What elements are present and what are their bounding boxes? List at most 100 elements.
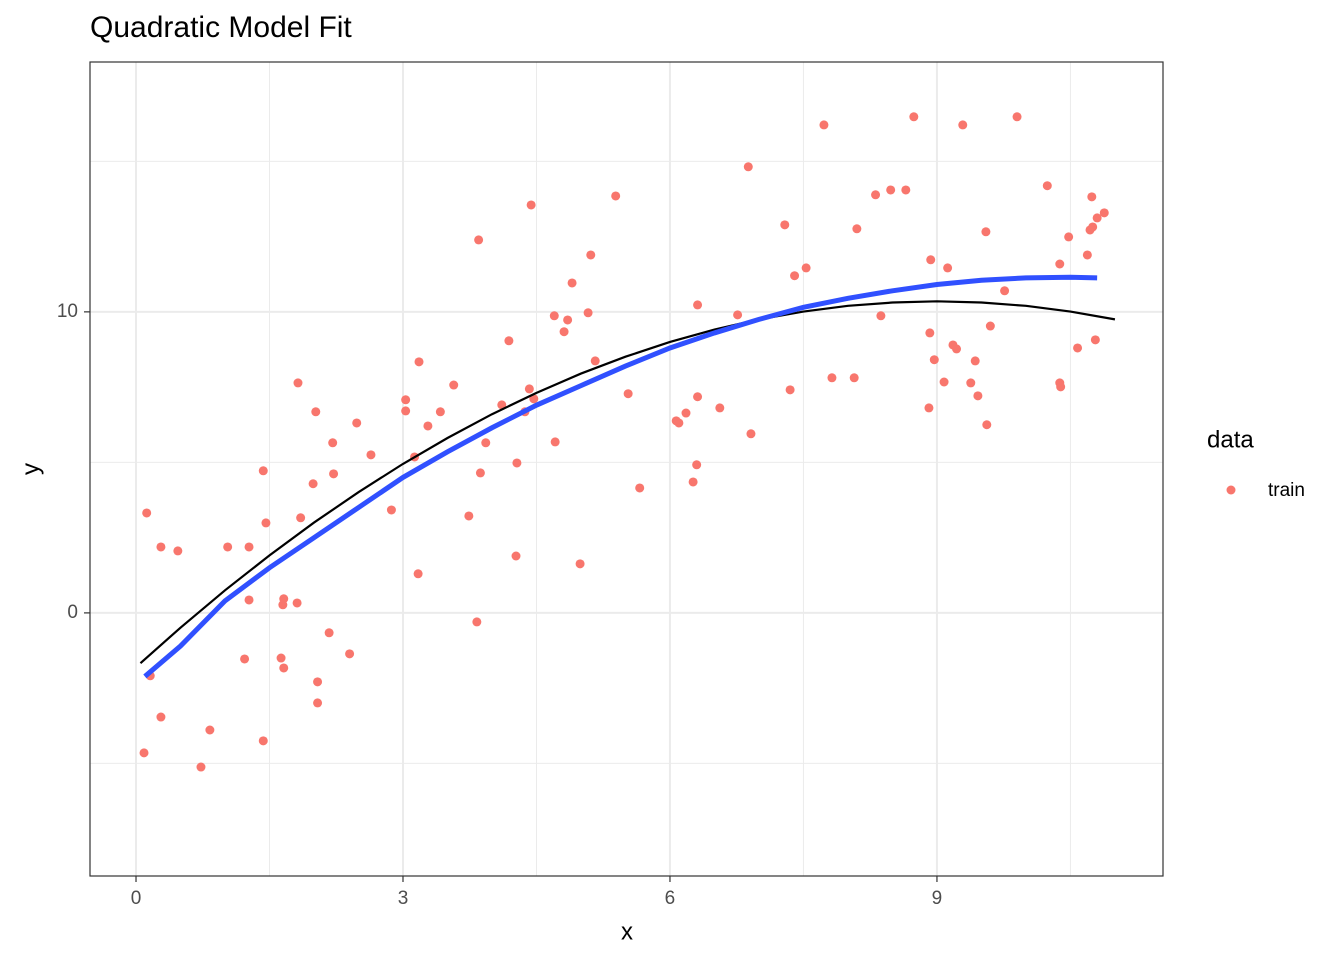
point bbox=[276, 653, 286, 663]
point bbox=[611, 191, 621, 201]
point bbox=[244, 595, 254, 605]
point bbox=[156, 542, 166, 552]
point bbox=[886, 185, 896, 195]
legend-label: train bbox=[1268, 480, 1305, 501]
point bbox=[715, 403, 725, 413]
point bbox=[258, 736, 268, 746]
point bbox=[966, 378, 976, 388]
point bbox=[156, 712, 166, 722]
point bbox=[1042, 181, 1052, 191]
point bbox=[481, 438, 491, 448]
fit-line bbox=[139, 300, 1116, 664]
point bbox=[472, 617, 482, 627]
point bbox=[1090, 335, 1100, 345]
point bbox=[590, 356, 600, 366]
point bbox=[746, 429, 756, 439]
point bbox=[876, 311, 886, 321]
point bbox=[926, 255, 936, 265]
point bbox=[474, 235, 484, 245]
point bbox=[852, 224, 862, 234]
point bbox=[674, 418, 684, 428]
point bbox=[258, 466, 268, 476]
point bbox=[1056, 382, 1066, 392]
point bbox=[1000, 286, 1010, 296]
point bbox=[939, 377, 949, 387]
point bbox=[871, 190, 881, 200]
point bbox=[504, 336, 514, 346]
point bbox=[559, 327, 569, 337]
point bbox=[681, 408, 691, 418]
fit-line bbox=[143, 274, 1098, 679]
point bbox=[924, 403, 934, 413]
point bbox=[1064, 232, 1074, 242]
point bbox=[329, 469, 339, 479]
point bbox=[279, 663, 289, 673]
x-tick-label: 0 bbox=[131, 888, 142, 909]
point bbox=[733, 310, 743, 320]
point bbox=[413, 569, 423, 579]
x-tick-label: 3 bbox=[398, 888, 409, 909]
point bbox=[801, 263, 811, 273]
point bbox=[1055, 259, 1065, 269]
point bbox=[785, 385, 795, 395]
point bbox=[328, 438, 338, 448]
point bbox=[909, 112, 919, 122]
legend-key bbox=[1226, 485, 1236, 495]
point bbox=[205, 725, 215, 735]
point bbox=[958, 120, 968, 130]
point bbox=[435, 407, 445, 417]
point bbox=[981, 227, 991, 237]
point bbox=[1088, 222, 1098, 232]
point bbox=[223, 542, 233, 552]
plot-border bbox=[89, 61, 1164, 877]
point bbox=[970, 356, 980, 366]
point bbox=[173, 546, 183, 556]
point bbox=[635, 483, 645, 493]
point bbox=[1092, 213, 1102, 223]
point bbox=[1087, 192, 1097, 202]
point bbox=[575, 559, 585, 569]
point bbox=[943, 263, 953, 273]
point bbox=[549, 311, 559, 321]
point bbox=[790, 271, 800, 281]
point bbox=[901, 185, 911, 195]
point bbox=[352, 418, 362, 428]
point bbox=[292, 598, 302, 608]
point bbox=[142, 508, 152, 518]
point bbox=[511, 551, 521, 561]
y-tick-label: 10 bbox=[57, 301, 78, 322]
point bbox=[688, 477, 698, 487]
point bbox=[240, 654, 250, 664]
point bbox=[1012, 112, 1022, 122]
point bbox=[244, 542, 254, 552]
point bbox=[623, 389, 633, 399]
point bbox=[586, 250, 596, 260]
point bbox=[278, 600, 288, 610]
point bbox=[296, 513, 306, 523]
point bbox=[692, 460, 702, 470]
point bbox=[524, 384, 534, 394]
point bbox=[529, 394, 539, 404]
point bbox=[414, 357, 424, 367]
point bbox=[497, 400, 507, 410]
y-tick-label: 0 bbox=[67, 602, 78, 623]
point bbox=[401, 406, 411, 416]
x-axis-title: x bbox=[621, 918, 633, 945]
point bbox=[743, 162, 753, 172]
point bbox=[925, 328, 935, 338]
point bbox=[1082, 250, 1092, 260]
x-tick-label: 9 bbox=[932, 888, 943, 909]
point bbox=[308, 479, 318, 489]
point bbox=[311, 407, 321, 417]
point bbox=[982, 420, 992, 430]
point bbox=[386, 505, 396, 515]
point bbox=[261, 518, 271, 528]
point bbox=[313, 677, 323, 687]
point bbox=[293, 378, 303, 388]
point bbox=[512, 458, 522, 468]
point bbox=[313, 698, 323, 708]
point bbox=[1099, 208, 1109, 218]
point bbox=[952, 344, 962, 354]
